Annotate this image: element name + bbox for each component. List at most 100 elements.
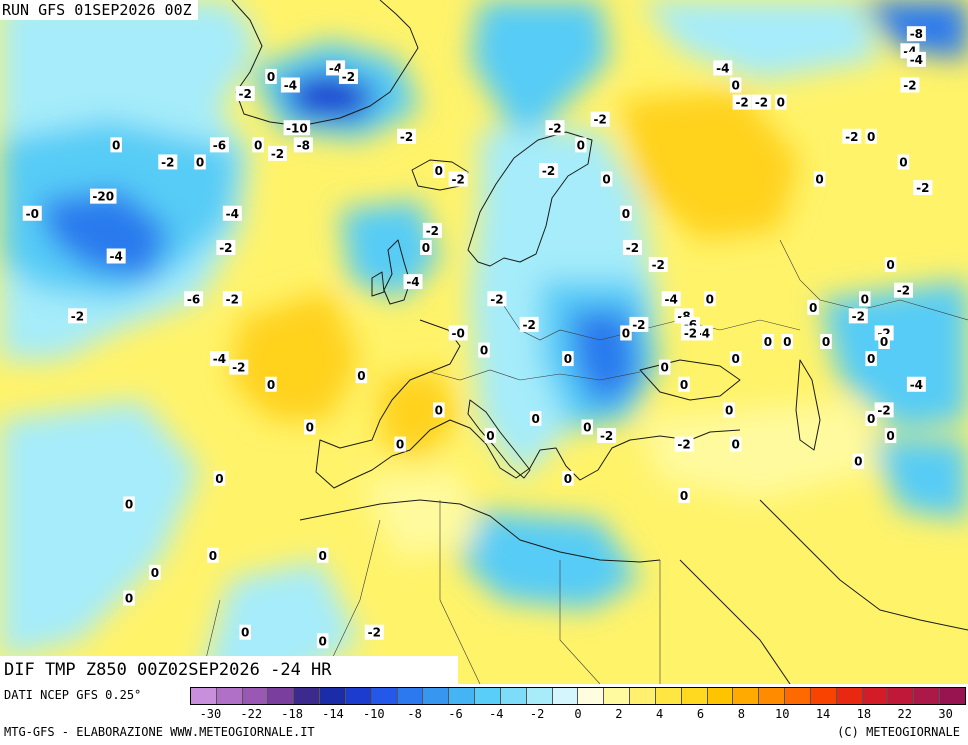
value-label: 0 xyxy=(151,566,159,580)
value-label: 0 xyxy=(783,335,791,349)
value-label-box xyxy=(648,257,668,273)
colorbar-tick-label: -6 xyxy=(448,707,463,721)
value-label: -2 xyxy=(219,241,232,255)
value-label-box xyxy=(184,291,204,307)
colorbar-tick-label: -10 xyxy=(362,707,385,721)
value-label: -2 xyxy=(916,181,929,195)
value-label: 0 xyxy=(861,292,869,306)
value-label-box xyxy=(304,419,316,435)
value-label-box xyxy=(732,94,752,110)
map-title: DIF TMP Z850 00Z02SEP2026 -24 HR xyxy=(0,656,458,684)
value-label-box xyxy=(433,163,445,178)
value-label: -4 xyxy=(910,53,923,67)
value-label: -6 xyxy=(213,138,226,152)
value-label-box xyxy=(397,128,417,144)
colorbar-swatch xyxy=(397,688,424,704)
value-label-box xyxy=(403,274,423,290)
colorbar-swatch xyxy=(320,688,346,704)
cold-anomaly-area xyxy=(870,440,968,520)
value-label-box xyxy=(267,145,287,161)
value-label-box xyxy=(209,137,229,153)
value-label-box xyxy=(229,359,249,375)
value-label-box xyxy=(848,308,868,324)
colorbar-swatch xyxy=(810,688,837,704)
value-label-box xyxy=(884,257,897,273)
value-label: 0 xyxy=(661,361,669,375)
value-label-box xyxy=(209,351,229,367)
warm-anomaly-area xyxy=(360,470,480,560)
value-label-box xyxy=(852,453,865,469)
value-label: -2 xyxy=(600,429,613,443)
value-label-box xyxy=(478,342,490,358)
greenland-coast xyxy=(231,0,419,127)
colorbar-swatch xyxy=(216,688,243,704)
value-label-box xyxy=(316,633,329,649)
value-label: -2 xyxy=(239,87,252,101)
value-label: -2 xyxy=(226,292,239,306)
value-label: 0 xyxy=(125,497,133,511)
value-label: 0 xyxy=(777,96,785,110)
colorbar-swatch xyxy=(888,688,915,704)
value-label: 0 xyxy=(267,70,275,84)
value-label-box xyxy=(820,334,832,349)
value-label-box xyxy=(545,120,565,136)
colorbar-swatch xyxy=(914,688,941,704)
value-label-box xyxy=(355,368,368,384)
value-label: 0 xyxy=(622,326,630,340)
value-label-box xyxy=(622,239,642,255)
value-label-box xyxy=(900,77,920,93)
value-label: 0 xyxy=(886,429,894,443)
value-label-box xyxy=(620,325,632,341)
value-label: 0 xyxy=(306,421,314,435)
value-label: -2 xyxy=(677,438,690,452)
colorbar-tick-label: 0 xyxy=(574,707,582,721)
cold-anomaly-area xyxy=(200,560,360,684)
value-label-box xyxy=(265,376,277,392)
value-label: -0 xyxy=(452,326,465,340)
colorbar-swatch xyxy=(707,688,734,704)
value-label-box xyxy=(123,590,135,606)
value-label-box xyxy=(723,402,735,418)
value-label: 0 xyxy=(318,634,326,648)
value-label: 0 xyxy=(809,301,817,315)
value-label-box xyxy=(22,205,42,221)
value-label-box xyxy=(338,68,358,84)
value-label-box xyxy=(884,428,897,444)
value-label: -2 xyxy=(626,241,639,255)
british-isles-coast xyxy=(371,239,411,305)
value-label-box xyxy=(158,154,178,170)
value-label: -4 xyxy=(697,326,710,340)
value-label: 0 xyxy=(899,155,907,169)
value-label-box xyxy=(123,496,135,512)
colorbar-tick-label: 10 xyxy=(774,707,790,721)
colorbar-swatch xyxy=(940,688,965,704)
colorbar-swatch xyxy=(345,688,372,704)
value-label: -8 xyxy=(910,27,923,41)
value-label: 0 xyxy=(196,155,204,169)
value-label-box xyxy=(194,154,206,170)
caspian-coast xyxy=(795,359,821,451)
temperature-anomaly-map: 0-2-4-4-2-10-6 0-2-80-2 0-20-0 -4-2-4-6 -2-2… xyxy=(0,0,968,684)
value-label: -2 xyxy=(593,113,606,127)
value-label-box xyxy=(90,188,117,204)
value-label-box xyxy=(658,359,671,375)
value-label: -2 xyxy=(523,318,536,332)
colorbar-swatch xyxy=(500,688,527,704)
value-label-box xyxy=(106,248,126,264)
cold-anomaly-area xyxy=(640,0,880,80)
value-label-box xyxy=(487,291,507,307)
value-label: -2 xyxy=(652,258,665,272)
value-label: -2 xyxy=(490,292,503,306)
colorbar-swatch xyxy=(862,688,889,704)
value-label: -2 xyxy=(161,155,174,169)
value-label: -2 xyxy=(342,70,355,84)
value-label-box xyxy=(207,547,219,563)
value-label: 0 xyxy=(732,352,740,366)
colorbar-tick-label: -2 xyxy=(529,707,545,721)
value-label: 0 xyxy=(732,438,740,452)
colorbar xyxy=(190,687,966,705)
value-label: 0 xyxy=(125,592,133,606)
colorbar-swatch xyxy=(449,688,476,704)
value-label: 0 xyxy=(867,352,875,366)
value-label-box xyxy=(394,436,406,452)
